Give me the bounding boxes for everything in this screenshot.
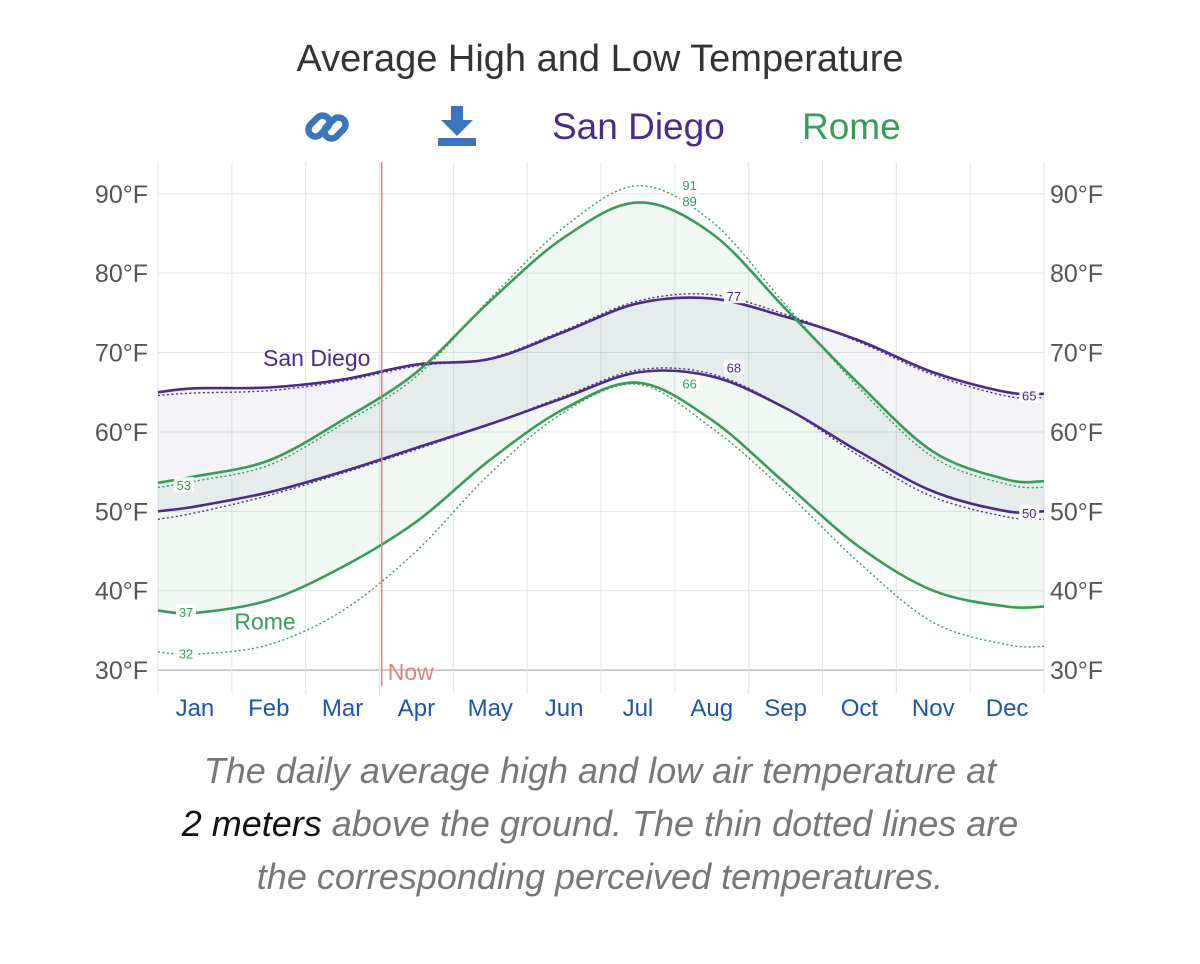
caption-line-2: 2 meters above the ground. The thin dott…: [0, 797, 1200, 850]
y-tick-label-left: 90°F: [95, 181, 148, 209]
series-label: San Diego: [263, 345, 370, 371]
chart-toolbar: San Diego Rome: [0, 104, 1200, 154]
x-tick-label[interactable]: Apr: [398, 695, 435, 722]
y-tick-label-right: 70°F: [1050, 340, 1103, 368]
temperature-chart: 30°F 30°F 40°F 40°F 50°F 50°F 60°F 60°F 70°F 70°F…: [95, 162, 1103, 722]
series-san-diego-low: [157, 369, 1045, 515]
series-san-diego-high-perceived: [157, 293, 1045, 400]
series-rome-high: [157, 201, 1045, 485]
x-tick-label[interactable]: Nov: [912, 695, 955, 722]
legend-san-diego[interactable]: San Diego: [552, 106, 725, 148]
height-link[interactable]: 2 meters: [181, 803, 322, 844]
y-tick-label-right: 90°F: [1050, 181, 1103, 209]
x-tick-label[interactable]: Aug: [690, 695, 733, 722]
x-tick-label[interactable]: Sep: [764, 695, 807, 722]
chart-labels: 30°F 30°F 40°F 40°F 50°F 50°F 60°F 60°F 70°F 70°F…: [95, 177, 1103, 722]
x-tick-label[interactable]: May: [468, 695, 513, 722]
series-label: Rome: [234, 609, 295, 635]
link-icon[interactable]: [304, 104, 350, 150]
data-label-bg: [723, 359, 744, 375]
data-label-bg: [679, 375, 700, 391]
data-label-bg: [176, 645, 197, 661]
y-tick-label-left: 50°F: [95, 498, 148, 526]
data-label: 53: [177, 478, 191, 493]
x-tick-label[interactable]: Oct: [841, 695, 879, 722]
data-label-bg: [1019, 387, 1040, 403]
data-label-bg: [1019, 504, 1040, 520]
x-tick-label[interactable]: Feb: [248, 695, 289, 722]
y-tick-label-left: 30°F: [95, 657, 148, 685]
x-tick-label[interactable]: Jul: [623, 695, 654, 722]
now-label: Now: [388, 659, 434, 685]
series-rome-high-perceived: [157, 185, 1045, 489]
y-tick-label-left: 70°F: [95, 340, 148, 368]
data-label-bg: [173, 477, 194, 493]
data-label: 37: [179, 605, 193, 620]
data-label-bg: [679, 192, 700, 208]
data-label: 50: [1022, 506, 1036, 521]
caption-line-3: the corresponding perceived temperatures…: [256, 856, 944, 897]
series-san-diego-low-perceived: [157, 367, 1045, 521]
data-label: 89: [682, 194, 696, 209]
data-label: 32: [179, 646, 193, 661]
data-label: 66: [682, 377, 696, 392]
caption-line-1: The daily average high and low air tempe…: [203, 750, 997, 791]
data-label-bg: [679, 177, 700, 193]
y-tick-label-left: 60°F: [95, 419, 148, 447]
y-tick-label-right: 30°F: [1050, 657, 1103, 685]
x-tick-label[interactable]: Mar: [322, 695, 363, 722]
x-tick-label[interactable]: Jun: [545, 695, 584, 722]
data-label: 91: [682, 178, 696, 193]
y-tick-label-left: 40°F: [95, 578, 148, 606]
data-label: 77: [727, 289, 741, 304]
series-rome-low: [157, 381, 1045, 615]
y-tick-label-left: 80°F: [95, 260, 148, 288]
download-icon[interactable]: [434, 104, 480, 150]
data-label: 65: [1022, 388, 1036, 403]
band-rome: [158, 202, 1044, 614]
series-san-diego-high: [157, 296, 1045, 396]
x-tick-label[interactable]: Dec: [986, 695, 1029, 722]
series-rome-low-perceived: [157, 383, 1045, 656]
y-tick-label-right: 80°F: [1050, 260, 1103, 288]
caption-line-2-rest: above the ground. The thin dotted lines …: [321, 803, 1019, 844]
data-label: 68: [727, 361, 741, 376]
chart-title: Average High and Low Temperature: [296, 38, 904, 80]
grid: [157, 162, 1045, 694]
data-label-bg: [176, 604, 197, 620]
data-label-bg: [723, 288, 744, 304]
legend-rome-label: Rome: [802, 106, 901, 147]
legend-rome[interactable]: Rome: [802, 106, 901, 148]
y-tick-label-right: 60°F: [1050, 419, 1103, 447]
chart-caption: The daily average high and low air tempe…: [0, 744, 1200, 903]
series-lines: [157, 162, 1045, 686]
x-tick-label[interactable]: Jan: [176, 695, 215, 722]
legend-san-diego-label: San Diego: [552, 106, 725, 147]
y-tick-label-right: 40°F: [1050, 578, 1103, 606]
y-tick-label-right: 50°F: [1050, 498, 1103, 526]
